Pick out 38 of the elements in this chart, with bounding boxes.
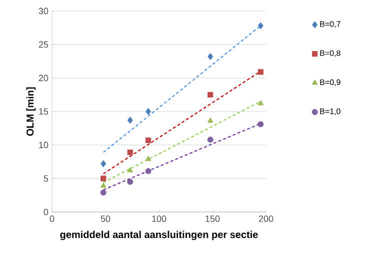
- point: [208, 52, 214, 60]
- y-tick-label: 30: [38, 8, 48, 14]
- point: [258, 69, 264, 75]
- point: [146, 138, 152, 144]
- point: [127, 150, 133, 156]
- y-tick-label: 0: [44, 208, 48, 216]
- point: [258, 100, 264, 106]
- y-tick-label: 20: [38, 74, 48, 82]
- point: [100, 190, 106, 196]
- legend-label: B=1,0: [320, 108, 340, 116]
- legend-label: B=0,7: [320, 21, 340, 28]
- y-tick-label: 10: [39, 142, 48, 148]
- point: [207, 117, 214, 123]
- point: [207, 136, 214, 143]
- point: [100, 176, 106, 182]
- point: [100, 182, 106, 188]
- point: [145, 168, 152, 174]
- x-tick-label: 100: [152, 216, 166, 222]
- point: [127, 178, 134, 185]
- point: [127, 167, 134, 172]
- x-tick-label: 0: [50, 216, 54, 222]
- point: [146, 108, 152, 116]
- legend-label: B=0,8: [320, 50, 340, 57]
- y-tick-label: 5: [44, 175, 48, 182]
- y-axis-title: OLM [min]: [26, 87, 36, 136]
- legend-label: B=0,9: [320, 79, 340, 86]
- point: [258, 121, 264, 128]
- point: [127, 116, 133, 124]
- y-tick-label: 25: [38, 41, 48, 48]
- point: [100, 160, 106, 168]
- point: [258, 22, 264, 30]
- y-tick-label: 15: [39, 108, 48, 115]
- x-tick-label: 150: [206, 216, 220, 222]
- x-tick-label: 200: [258, 216, 274, 222]
- point: [145, 156, 152, 161]
- x-tick-label: 50: [100, 216, 110, 222]
- x-axis-title: gemiddeld aantal aansluitingen per sectie: [60, 230, 258, 240]
- point: [208, 92, 214, 98]
